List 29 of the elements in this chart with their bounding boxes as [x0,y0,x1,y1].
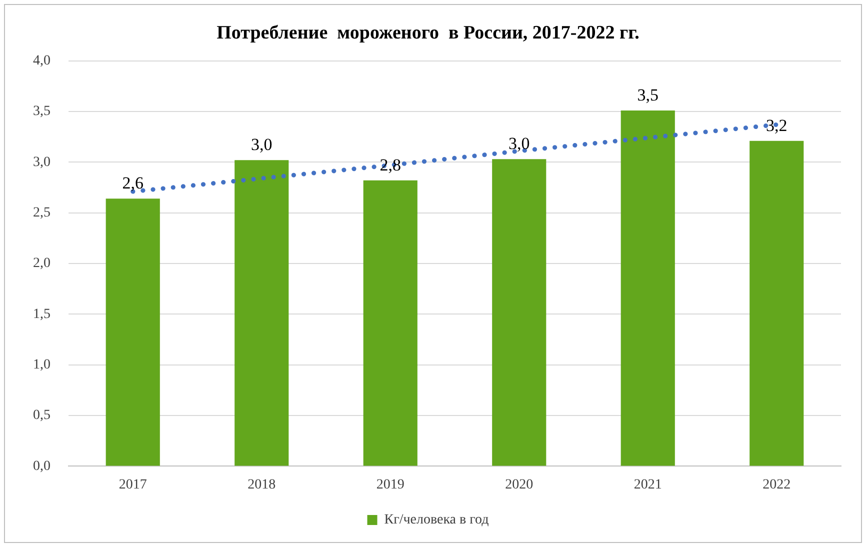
bar [106,198,160,466]
y-tick-label: 3,0 [33,154,50,170]
x-tick-label: 2021 [634,477,662,492]
data-label: 3,0 [508,134,530,154]
data-label: 3,5 [637,85,658,104]
y-tick-label: 4,0 [33,53,50,68]
y-tick-label: 2,0 [33,256,50,272]
chart-title: Потребление мороженого в России, 2017-2022 гг. [216,22,640,44]
y-tick-label: 0,5 [33,408,50,424]
x-tick-label: 2022 [762,477,791,492]
y-tick-label: 2,5 [33,205,50,220]
y-tick-label: 1,5 [33,306,50,322]
bar [234,160,289,466]
legend-label: Кг/человека в год [384,512,489,528]
bar [750,140,804,466]
y-tick-label: 1,0 [33,358,50,373]
bar [363,180,418,466]
bar [492,159,546,466]
x-tick-label: 2018 [248,477,276,492]
data-label: 3,2 [766,116,788,135]
x-tick-label: 2019 [376,477,404,492]
y-tick-label: 0,0 [33,458,50,474]
x-tick-label: 2020 [505,477,534,492]
data-label: 3,0 [251,135,272,154]
data-label: 2,6 [122,174,144,193]
x-tick-label: 2017 [118,477,147,492]
bar [620,110,675,466]
y-tick-label: 3,5 [33,104,50,120]
data-label: 2,8 [380,155,401,174]
